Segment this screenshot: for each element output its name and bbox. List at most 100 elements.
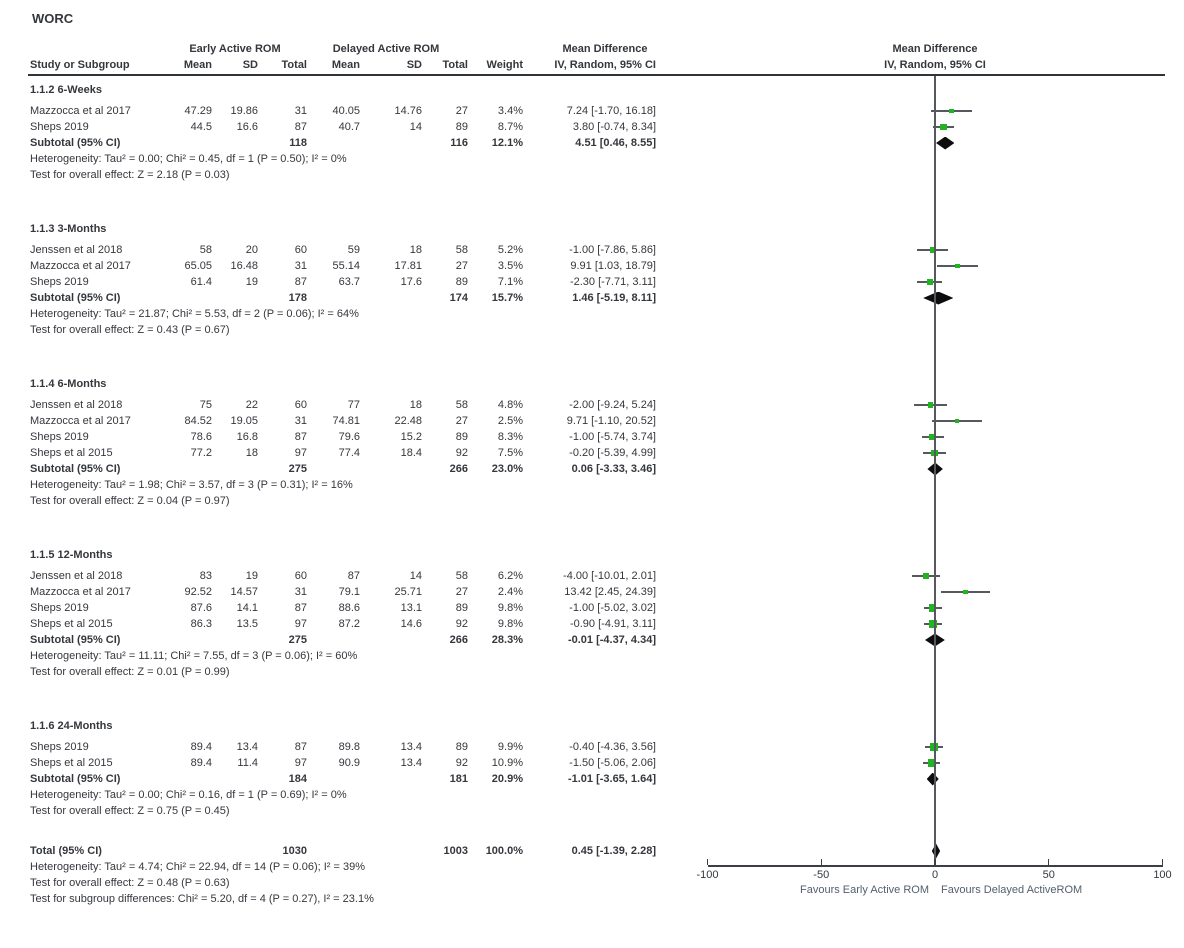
col-header-ci: IV, Random, 95% CI <box>554 59 656 71</box>
value-cell: 55.14 <box>332 260 360 272</box>
value-cell: 83 <box>199 570 212 582</box>
study-row: Jenssen et al 2018 58 20 60 59 18 58 5.2% -1.00 … <box>0 242 1184 258</box>
axis-tick <box>820 859 822 865</box>
study-name: Sheps 2019 <box>30 431 89 443</box>
subtotal-row: Subtotal (95% CI) 118 116 12.1% 4.51 [0.46, … <box>0 135 1184 151</box>
col-header-sd2: SD <box>406 59 422 71</box>
value-cell: 184 <box>288 773 307 785</box>
effect-marker <box>949 108 954 114</box>
total-overall-effect-text: Test for overall effect: Z = 0.48 (P = 0… <box>30 877 230 889</box>
study-name: Jenssen et al 2018 <box>30 244 123 256</box>
value-cell: 77.2 <box>190 447 212 459</box>
col-header-total1: Total <box>281 59 307 71</box>
value-cell: 79.6 <box>338 431 360 443</box>
value-cell: 77.4 <box>338 447 360 459</box>
value-cell: 14.76 <box>394 105 422 117</box>
study-name: Jenssen et al 2018 <box>30 570 123 582</box>
subtotal-row-diamond <box>923 291 954 305</box>
value-cell: 12.1% <box>491 137 523 149</box>
value-cell: -0.20 [-5.39, 4.99] <box>569 447 656 459</box>
value-cell: 89 <box>455 602 468 614</box>
plot-effect-measure-header: Mean Difference <box>892 43 978 55</box>
effect-marker <box>955 263 960 269</box>
effect-marker <box>929 620 937 628</box>
value-cell: 9.9% <box>497 741 523 753</box>
overall-effect-text: Test for overall effect: Z = 2.18 (P = 0… <box>30 169 230 181</box>
header-rule <box>28 74 1165 76</box>
value-cell: 44.5 <box>190 121 212 133</box>
value-cell: 87 <box>294 431 307 443</box>
value-cell: 1003 <box>443 845 468 857</box>
study-name: Mazzocca et al 2017 <box>30 586 131 598</box>
favours-right-label: Favours Delayed ActiveROM <box>941 884 1083 896</box>
value-cell: 18.4 <box>400 447 422 459</box>
value-cell: 7.24 [-1.70, 16.18] <box>566 105 656 117</box>
value-cell: 79.1 <box>338 586 360 598</box>
axis-tick <box>1048 859 1050 865</box>
heterogeneity-text: Heterogeneity: Tau² = 21.87; Chi² = 5.53… <box>30 308 359 320</box>
value-cell: 9.8% <box>497 602 523 614</box>
value-cell: 27 <box>455 105 468 117</box>
value-cell: 13.42 [2.45, 24.39] <box>564 586 656 598</box>
value-cell: 18 <box>245 447 258 459</box>
overall-effect-text-row: Test for overall effect: Z = 0.01 (P = 0… <box>0 664 1184 680</box>
value-cell: 87 <box>294 276 307 288</box>
value-cell: 27 <box>455 260 468 272</box>
value-cell: -1.00 [-7.86, 5.86] <box>569 244 656 256</box>
value-cell: 87 <box>294 602 307 614</box>
pooled-label: Subtotal (95% CI) <box>30 634 121 646</box>
overall-effect-text: Test for overall effect: Z = 0.43 (P = 0… <box>30 324 230 336</box>
value-cell: 19 <box>245 570 258 582</box>
value-cell: 92 <box>455 757 468 769</box>
value-cell: 275 <box>288 634 307 646</box>
tick-label: -100 <box>696 869 719 881</box>
value-cell: 7.5% <box>497 447 523 459</box>
effect-marker <box>929 604 937 612</box>
value-cell: -0.90 [-4.91, 3.11] <box>569 618 656 630</box>
study-row: Sheps et al 2015 86.3 13.5 97 87.2 14.6 92 9.8%… <box>0 616 1184 632</box>
value-cell: 60 <box>294 570 307 582</box>
pooled-label: Subtotal (95% CI) <box>30 292 121 304</box>
tick-label: 0 <box>931 869 939 881</box>
study-row: Sheps 2019 78.6 16.8 87 79.6 15.2 89 8.3% -1.00 … <box>0 429 1184 445</box>
value-cell: 3.5% <box>497 260 523 272</box>
plot-col-header-ci: IV, Random, 95% CI <box>884 59 986 71</box>
value-cell: 97 <box>294 447 307 459</box>
value-cell: -0.01 [-4.37, 4.34] <box>567 634 656 646</box>
tick-label: 100 <box>1153 869 1172 881</box>
effect-marker <box>963 589 968 595</box>
value-cell: 174 <box>449 292 468 304</box>
value-cell: 181 <box>449 773 468 785</box>
value-cell: 89 <box>455 276 468 288</box>
value-cell: 58 <box>455 399 468 411</box>
value-cell: 1030 <box>282 845 307 857</box>
value-cell: 178 <box>288 292 307 304</box>
value-cell: 266 <box>449 463 468 475</box>
effect-marker <box>940 123 948 131</box>
study-row: Sheps 2019 61.4 19 87 63.7 17.6 89 7.1% -2.30 [-… <box>0 274 1184 290</box>
subgroup-differences-text: Test for subgroup differences: Chi² = 5.… <box>30 893 374 905</box>
value-cell: 63.7 <box>338 276 360 288</box>
overall-effect-text-row: Test for overall effect: Z = 2.18 (P = 0… <box>0 167 1184 183</box>
study-row: Sheps 2019 89.4 13.4 87 89.8 13.4 89 9.9% -0.40 … <box>0 739 1184 755</box>
pooled-label: Subtotal (95% CI) <box>30 137 121 149</box>
subgroup-differences-text-row: Test for subgroup differences: Chi² = 5.… <box>0 891 1184 907</box>
section-label: 1.1.5 12-Months <box>30 549 113 561</box>
value-cell: 75 <box>199 399 212 411</box>
heterogeneity-text: Heterogeneity: Tau² = 0.00; Chi² = 0.45,… <box>30 153 347 165</box>
pooled-label: Total (95% CI) <box>30 845 102 857</box>
value-cell: 266 <box>449 634 468 646</box>
value-cell: 13.1 <box>400 602 422 614</box>
study-row: Mazzocca et al 2017 84.52 19.05 31 74.81 22.4… <box>0 413 1184 429</box>
value-cell: 89 <box>455 741 468 753</box>
value-cell: 61.4 <box>190 276 212 288</box>
value-cell: 14.57 <box>230 586 258 598</box>
section-label-row: 1.1.4 6-Months <box>0 376 1184 392</box>
value-cell: 7.1% <box>497 276 523 288</box>
value-cell: 88.6 <box>338 602 360 614</box>
value-cell: 97 <box>294 757 307 769</box>
pooled-label: Subtotal (95% CI) <box>30 463 121 475</box>
effect-marker <box>922 573 929 579</box>
value-cell: 40.7 <box>338 121 360 133</box>
